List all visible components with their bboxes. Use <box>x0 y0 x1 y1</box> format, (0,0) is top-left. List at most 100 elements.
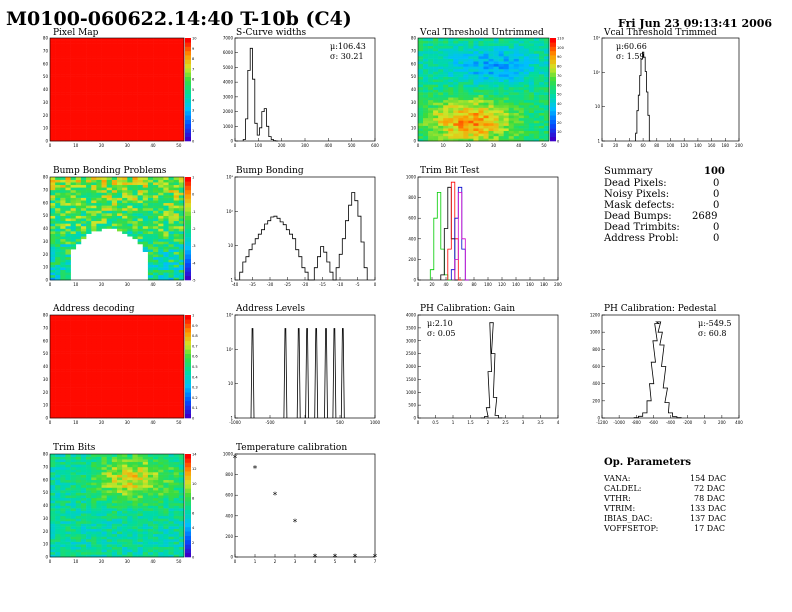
heatmap-cell <box>438 112 444 116</box>
heatmap-cell <box>101 210 107 214</box>
heatmap-cell <box>433 58 439 62</box>
heatmap-cell <box>117 345 123 349</box>
heatmap-cell <box>523 38 530 41</box>
heatmap-cell <box>528 135 535 139</box>
heatmap-cell <box>86 338 92 342</box>
heatmap-cell <box>147 92 154 95</box>
heatmap-cell <box>142 112 149 116</box>
heatmap-cell <box>132 379 138 383</box>
heatmap-cell <box>50 387 56 390</box>
heatmap-cell <box>513 43 520 47</box>
color-scale-cell <box>550 80 556 86</box>
histogram-line <box>635 51 651 142</box>
heatmap-cell <box>163 264 169 268</box>
heatmap-cell <box>91 551 97 555</box>
heatmap-cell <box>533 76 540 80</box>
heatmap-cell <box>106 197 113 201</box>
heatmap-cell <box>65 264 71 268</box>
heatmap-cell <box>132 376 138 380</box>
heatmap-cell <box>168 225 174 229</box>
heatmap-cell <box>153 89 159 93</box>
x-tick-label: -1000 <box>613 420 625 425</box>
heatmap-cell <box>443 97 449 101</box>
heatmap-cell <box>65 515 71 519</box>
heatmap-cell <box>111 410 118 414</box>
heatmap-cell <box>65 89 71 93</box>
heatmap-cell <box>498 135 504 139</box>
heatmap-cell <box>91 115 97 119</box>
heatmap-cell <box>443 66 449 70</box>
heatmap-cell <box>132 104 138 108</box>
heatmap-cell <box>101 538 107 542</box>
heatmap-cell <box>163 117 169 121</box>
heatmap-cell <box>147 317 154 321</box>
heatmap-cell <box>523 117 530 121</box>
heatmap-cell <box>428 53 434 57</box>
heatmap-cell <box>80 356 87 360</box>
heatmap-cell <box>75 202 82 206</box>
color-scale-cell <box>185 375 191 380</box>
y-tick-label: 20 <box>43 113 49 118</box>
heatmap-cell <box>428 107 434 111</box>
heatmap-cell <box>163 110 169 113</box>
heatmap-cell <box>168 392 174 396</box>
heatmap-cell <box>153 210 159 214</box>
heatmap-cell <box>60 399 66 403</box>
heatmap-cell <box>50 107 56 111</box>
heatmap-cell <box>458 81 464 85</box>
heatmap-cell <box>55 405 61 409</box>
heatmap-cell <box>65 243 71 247</box>
heatmap-cell <box>50 399 56 403</box>
heatmap-cell <box>60 264 66 268</box>
heatmap-cell <box>101 387 107 390</box>
x-tick-label: 2.5 <box>502 420 509 425</box>
plot-frame <box>49 37 185 142</box>
heatmap-cell <box>137 508 144 511</box>
heatmap-cell <box>518 89 525 93</box>
heatmap-cell <box>163 43 169 47</box>
heatmap-cell <box>498 99 504 103</box>
heatmap-cell <box>142 184 149 188</box>
heatmap-cell <box>168 526 174 529</box>
heatmap-cell <box>513 74 520 77</box>
heatmap-cell <box>127 117 133 121</box>
heatmap-cell <box>543 130 550 134</box>
heatmap-cell <box>101 215 107 219</box>
heatmap-cell <box>168 68 174 72</box>
heatmap-cell <box>163 76 169 80</box>
heatmap-cell <box>65 267 71 271</box>
heatmap-cell <box>173 526 180 529</box>
heatmap-cell <box>528 138 535 142</box>
op-param-label: IBIAS_DAC: <box>604 514 653 523</box>
heatmap-cell <box>80 351 87 354</box>
heatmap-cell <box>483 117 489 121</box>
heatmap-cell <box>60 202 66 206</box>
heatmap-cell <box>132 225 138 229</box>
heatmap-cell <box>158 74 164 77</box>
address-level-peak <box>305 328 309 419</box>
heatmap-cell <box>153 38 159 41</box>
heatmap-cell <box>106 317 113 321</box>
heatmap-cell <box>163 369 169 372</box>
heatmap-cell <box>158 205 164 209</box>
heatmap-cell <box>122 66 128 70</box>
heatmap-cell <box>168 366 174 370</box>
heatmap-cell <box>50 513 56 517</box>
heatmap-cell <box>538 117 545 121</box>
heatmap-cell <box>106 415 113 419</box>
heatmap-cell <box>168 259 174 263</box>
heatmap-cell <box>142 210 149 214</box>
heatmap-cell <box>132 335 138 339</box>
heatmap-cell <box>65 322 71 326</box>
heatmap-cell <box>80 536 87 540</box>
heatmap-cell <box>65 325 71 329</box>
heatmap-cell <box>423 133 429 137</box>
z-tick-label: 10 <box>557 130 562 134</box>
heatmap-cell <box>478 86 484 90</box>
heatmap-cell <box>75 195 82 198</box>
heatmap-cell <box>111 340 118 344</box>
heatmap-cell <box>528 115 535 119</box>
heatmap-cell <box>75 184 82 188</box>
heatmap-cell <box>158 63 164 67</box>
heatmap-cell <box>55 53 61 57</box>
